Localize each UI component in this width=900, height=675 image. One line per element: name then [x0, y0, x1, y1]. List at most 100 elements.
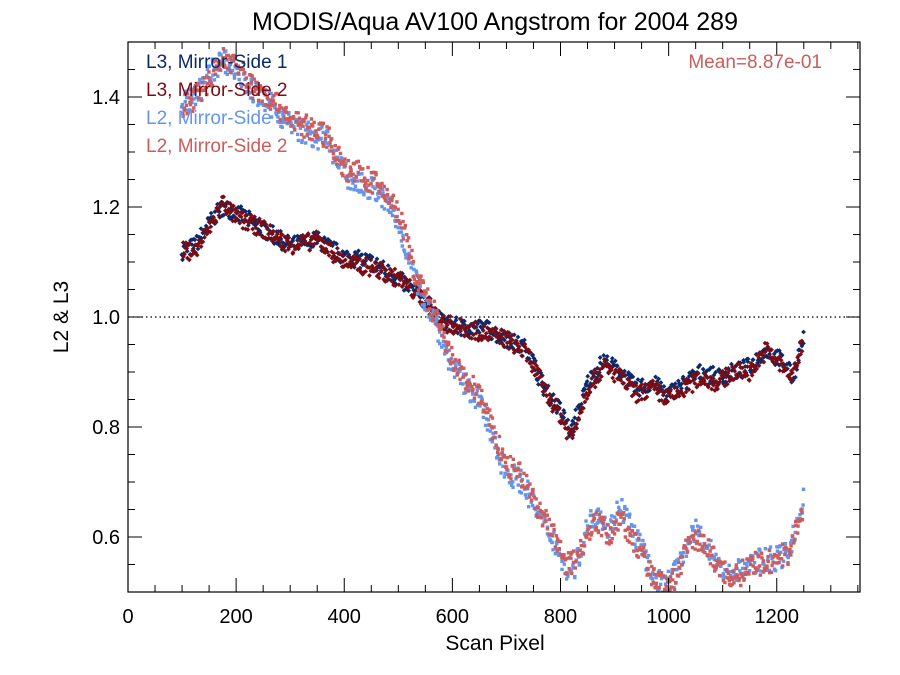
data-point: [583, 531, 588, 535]
data-point: [703, 542, 707, 546]
data-point: [407, 257, 411, 261]
x-tick-label: 400: [328, 606, 361, 628]
data-point: [374, 198, 379, 203]
data-point: [311, 130, 315, 134]
data-point: [241, 60, 245, 65]
data-point: [222, 61, 226, 65]
data-point: [587, 389, 593, 395]
data-point: [786, 554, 791, 558]
data-point: [336, 155, 340, 160]
data-point: [281, 109, 286, 114]
data-point: [360, 167, 365, 171]
data-point: [609, 364, 615, 370]
data-point: [680, 562, 684, 567]
data-point: [307, 125, 311, 130]
data-point: [452, 375, 457, 379]
data-point: [346, 179, 351, 183]
data-point: [784, 546, 789, 551]
data-point: [376, 271, 382, 277]
data-point: [302, 119, 306, 123]
data-point: [690, 389, 695, 395]
data-point: [602, 523, 606, 528]
data-point: [222, 63, 227, 68]
data-point: [692, 381, 698, 386]
data-point: [739, 572, 743, 576]
data-point: [470, 384, 474, 389]
data-point: [646, 553, 651, 558]
data-point: [635, 377, 641, 382]
data-point: [223, 70, 228, 75]
data-point: [296, 111, 300, 115]
data-point: [282, 248, 288, 254]
data-point: [193, 91, 197, 96]
data-point: [410, 248, 414, 253]
data-point: [500, 451, 504, 455]
data-point: [432, 299, 437, 303]
data-point: [197, 96, 201, 100]
data-point: [714, 552, 718, 557]
data-point: [765, 568, 770, 573]
data-point: [242, 71, 247, 75]
data-point: [349, 173, 353, 178]
data-point: [616, 528, 620, 532]
data-point: [545, 513, 550, 517]
data-point: [718, 564, 723, 569]
data-point: [379, 191, 383, 196]
data-point: [678, 551, 683, 555]
data-point: [593, 523, 598, 527]
data-point: [339, 162, 344, 166]
data-point: [545, 527, 550, 531]
data-point: [211, 73, 215, 77]
data-point: [461, 375, 466, 379]
data-point: [633, 532, 637, 536]
data-point: [195, 95, 199, 100]
data-point: [657, 568, 662, 573]
data-point: [796, 524, 800, 528]
data-point: [363, 181, 368, 185]
data-point: [442, 330, 446, 335]
data-point: [552, 523, 556, 527]
data-point: [489, 425, 493, 429]
data-point: [482, 408, 486, 413]
data-point: [617, 512, 621, 517]
data-point: [450, 345, 454, 350]
data-point: [712, 565, 717, 569]
data-point: [348, 165, 353, 169]
data-point: [423, 289, 427, 293]
data-point: [188, 108, 192, 112]
data-point: [267, 101, 272, 105]
data-point: [590, 520, 594, 524]
data-point: [609, 356, 615, 361]
data-point: [577, 563, 582, 567]
data-point: [536, 512, 541, 517]
data-point: [503, 460, 508, 465]
data-point: [670, 567, 674, 572]
data-point: [744, 561, 748, 566]
data-point: [522, 471, 526, 476]
data-point: [651, 580, 655, 585]
data-point: [286, 235, 292, 241]
data-point: [678, 555, 683, 559]
data-point: [331, 251, 337, 256]
data-point: [762, 562, 766, 566]
data-point: [464, 380, 469, 385]
data-point: [786, 555, 790, 560]
data-point: [710, 546, 714, 550]
data-point: [641, 538, 645, 543]
data-point: [199, 88, 203, 93]
data-point: [335, 157, 339, 162]
data-point: [775, 545, 779, 549]
data-point: [675, 567, 679, 572]
legend-entry: L3, Mirror-Side 1: [146, 52, 288, 73]
data-point: [283, 117, 287, 121]
data-point: [710, 553, 714, 557]
data-point: [306, 128, 310, 132]
data-point: [390, 198, 394, 203]
data-point: [476, 403, 480, 407]
data-point: [632, 549, 636, 553]
data-point: [801, 503, 805, 507]
data-point: [550, 409, 555, 414]
data-point: [374, 170, 378, 175]
data-point: [656, 570, 661, 575]
data-point: [501, 344, 507, 349]
